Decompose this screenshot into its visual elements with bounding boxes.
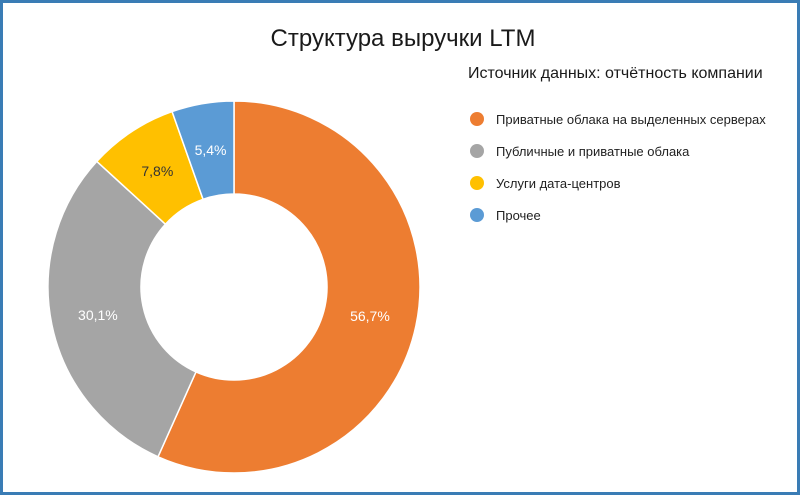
legend-swatch <box>470 208 484 222</box>
legend-swatch <box>470 176 484 190</box>
slice-data-label: 7,8% <box>141 163 173 179</box>
legend-swatch <box>470 144 484 158</box>
donut-slice <box>156 100 421 474</box>
legend-title: Источник данных: отчётность компании <box>468 65 763 82</box>
chart-title-text: Структура выручки LTM <box>270 25 536 52</box>
chart-title: Структура выручки LTM <box>3 25 800 53</box>
legend-label: Услуги дата-центров <box>496 175 621 191</box>
donut-slice <box>47 160 197 458</box>
legend-item: Публичные и приватные облака <box>468 135 798 167</box>
donut-slice <box>171 100 235 201</box>
legend-swatch <box>470 112 484 126</box>
slice-data-label: 5,4% <box>195 142 227 158</box>
legend-label: Прочее <box>496 207 541 223</box>
donut-chart: 56,7% 30,1% 7,8% 5,4% <box>47 100 421 474</box>
slice-data-label: 56,7% <box>350 308 390 324</box>
legend-item: Прочее <box>468 199 798 231</box>
legend-item: Услуги дата-центров <box>468 167 798 199</box>
legend-label: Публичные и приватные облака <box>496 143 690 159</box>
legend: Источник данных: отчётность компании При… <box>468 65 798 231</box>
slice-data-label: 30,1% <box>78 307 118 323</box>
legend-item: Приватные облака на выделенных серверах <box>468 103 798 135</box>
legend-label: Приватные облака на выделенных серверах <box>496 111 766 127</box>
